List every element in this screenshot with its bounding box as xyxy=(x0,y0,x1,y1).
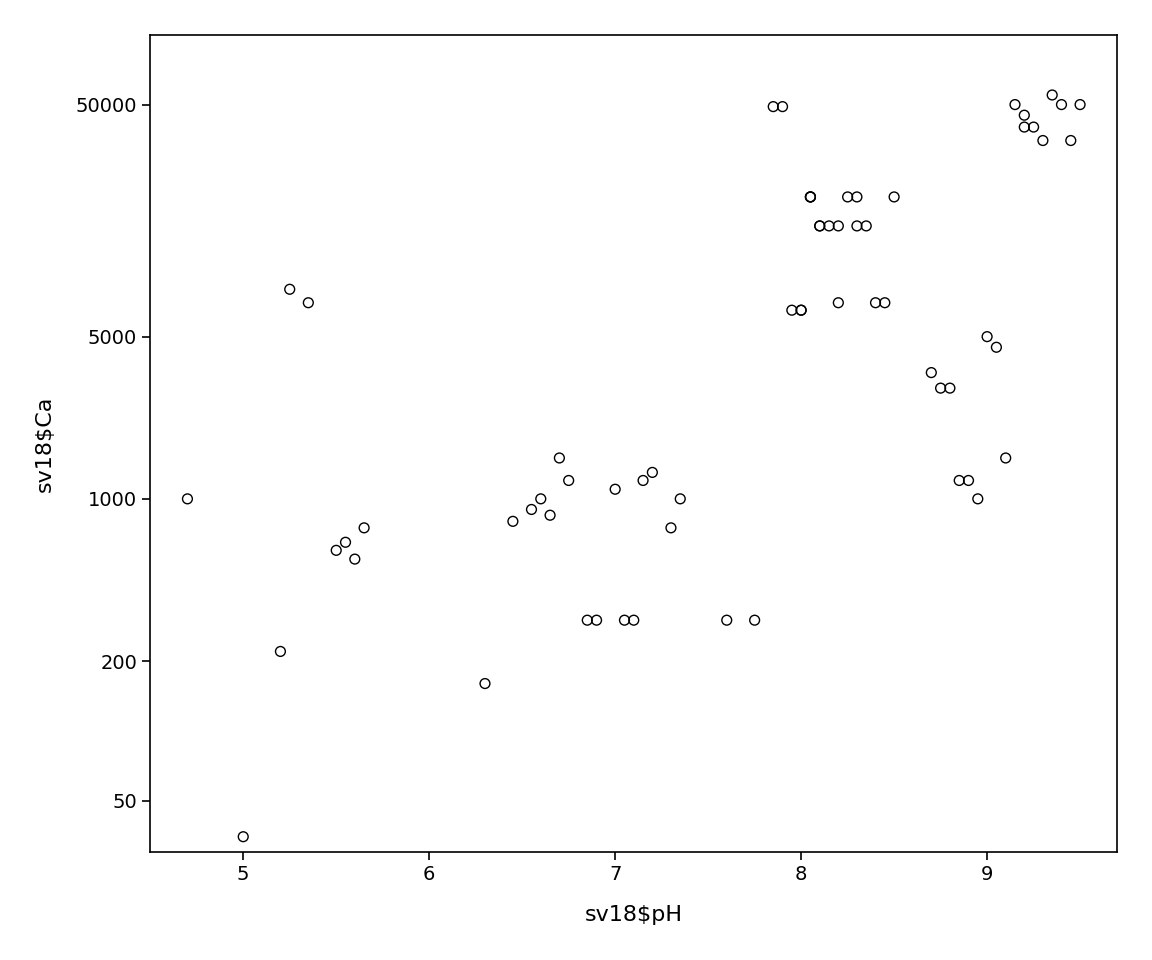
Point xyxy=(876,295,894,310)
Point xyxy=(271,644,289,660)
Point xyxy=(588,612,606,628)
Point xyxy=(811,218,829,233)
Point xyxy=(1006,97,1024,112)
Point xyxy=(327,542,346,558)
Point xyxy=(829,295,848,310)
Point xyxy=(791,302,810,318)
Point xyxy=(960,472,978,488)
Point xyxy=(280,281,298,297)
Point xyxy=(969,492,987,507)
Point xyxy=(1052,97,1070,112)
Point xyxy=(179,492,197,507)
Point xyxy=(234,829,252,845)
Point xyxy=(1043,87,1061,103)
Point xyxy=(1015,119,1033,134)
Point xyxy=(300,295,318,310)
Point xyxy=(718,612,736,628)
Point xyxy=(745,612,764,628)
Y-axis label: sv18$Ca: sv18$Ca xyxy=(35,396,55,492)
Point xyxy=(503,514,522,529)
Point xyxy=(1071,97,1090,112)
Point xyxy=(670,492,689,507)
Point xyxy=(885,189,903,204)
Point xyxy=(866,295,885,310)
Point xyxy=(531,492,550,507)
Point xyxy=(802,189,820,204)
Point xyxy=(802,189,820,204)
Point xyxy=(1015,108,1033,123)
Point xyxy=(839,189,857,204)
Point xyxy=(932,380,950,396)
Point xyxy=(996,450,1015,466)
Point xyxy=(634,472,652,488)
Point xyxy=(1033,132,1052,148)
Point xyxy=(560,472,578,488)
Point xyxy=(848,189,866,204)
Point xyxy=(643,465,661,480)
Point xyxy=(615,612,634,628)
Point xyxy=(802,189,820,204)
Point xyxy=(606,482,624,497)
Point xyxy=(346,551,364,566)
Point xyxy=(941,380,960,396)
Point xyxy=(355,520,373,536)
X-axis label: sv18$pH: sv18$pH xyxy=(585,905,683,925)
Point xyxy=(1062,132,1081,148)
Point xyxy=(551,450,569,466)
Point xyxy=(782,302,801,318)
Point xyxy=(1024,119,1043,134)
Point xyxy=(773,99,791,114)
Point xyxy=(978,329,996,345)
Point xyxy=(476,676,494,691)
Point xyxy=(522,502,540,517)
Point xyxy=(540,508,559,523)
Point xyxy=(820,218,839,233)
Point xyxy=(336,535,355,550)
Point xyxy=(848,218,866,233)
Point xyxy=(661,520,680,536)
Point xyxy=(987,340,1006,355)
Point xyxy=(578,612,597,628)
Point xyxy=(764,99,782,114)
Point xyxy=(624,612,643,628)
Point xyxy=(791,302,810,318)
Point xyxy=(922,365,940,380)
Point xyxy=(950,472,969,488)
Point xyxy=(829,218,848,233)
Point xyxy=(811,218,829,233)
Point xyxy=(857,218,876,233)
